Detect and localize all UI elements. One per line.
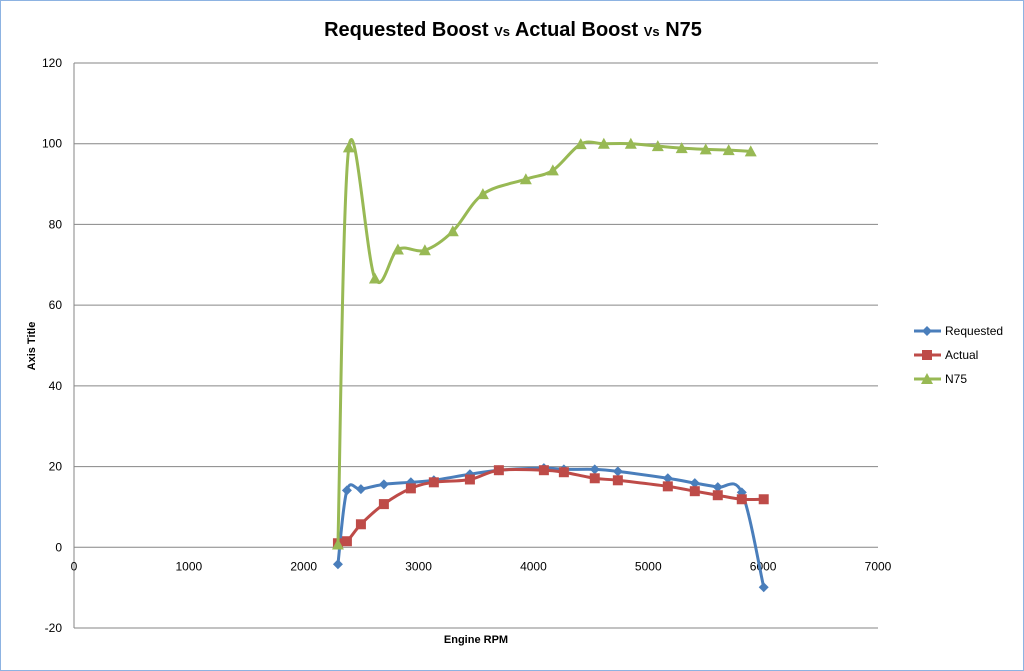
data-point-requested xyxy=(341,485,352,496)
data-point-actual xyxy=(464,474,475,485)
chart-title: Requested Boost Vs Actual Boost Vs N75 xyxy=(1,19,1023,42)
data-point-requested xyxy=(589,464,600,475)
data-point-requested xyxy=(378,479,389,490)
data-point-actual xyxy=(428,477,439,488)
data-point-requested xyxy=(758,582,769,593)
y-tick-label: 100 xyxy=(42,137,62,151)
data-point-n75 xyxy=(446,225,459,237)
title-part: N75 xyxy=(665,19,702,41)
data-point-n75 xyxy=(624,137,637,149)
x-tick-label: 1000 xyxy=(176,559,203,573)
x-axis-title: Engine RPM xyxy=(444,634,508,646)
data-point-requested xyxy=(712,482,723,493)
data-point-n75 xyxy=(722,144,735,156)
data-point-requested xyxy=(355,484,366,495)
y-tick-label: -20 xyxy=(45,621,63,635)
data-point-actual xyxy=(736,494,747,505)
title-part: Requested Boost xyxy=(324,19,489,41)
legend-label: N75 xyxy=(945,372,967,386)
series-line-requested xyxy=(336,466,766,588)
data-point-n75 xyxy=(675,142,688,154)
data-point-n75 xyxy=(519,173,532,185)
y-axis-title: Axis Title xyxy=(26,322,38,371)
data-point-actual xyxy=(355,519,366,530)
x-tick-label: 6000 xyxy=(750,559,777,573)
data-point-actual xyxy=(712,490,723,501)
data-point-n75 xyxy=(391,243,404,255)
data-point-n75 xyxy=(476,188,489,200)
series-line-actual xyxy=(337,467,764,545)
x-tick-label: 7000 xyxy=(865,559,892,573)
x-tick-label: 0 xyxy=(71,559,78,573)
data-point-actual xyxy=(378,499,389,510)
data-point-requested xyxy=(662,473,673,484)
data-point-n75 xyxy=(368,272,381,284)
y-tick-label: 120 xyxy=(42,56,62,70)
data-point-n75 xyxy=(744,145,757,157)
legend-label: Actual xyxy=(945,348,978,362)
x-tick-label: 2000 xyxy=(290,559,317,573)
data-point-n75 xyxy=(574,138,587,150)
data-point-n75 xyxy=(546,164,559,176)
data-point-n75 xyxy=(418,244,431,256)
legend-marker xyxy=(921,373,933,384)
data-point-n75 xyxy=(597,137,610,149)
legend-marker xyxy=(922,326,932,336)
data-point-n75 xyxy=(699,143,712,155)
data-point-actual xyxy=(758,494,769,505)
legend-marker xyxy=(922,350,932,360)
y-tick-label: 20 xyxy=(49,460,63,474)
title-part: Actual Boost xyxy=(514,19,639,41)
x-tick-label: 5000 xyxy=(635,559,662,573)
data-point-requested xyxy=(612,466,623,477)
data-point-requested xyxy=(689,478,700,489)
data-point-actual xyxy=(405,483,416,494)
data-point-actual xyxy=(612,475,623,486)
y-tick-label: 0 xyxy=(55,540,62,554)
data-point-n75 xyxy=(331,538,344,550)
data-point-actual xyxy=(589,473,600,484)
data-point-requested xyxy=(332,559,343,570)
data-point-actual xyxy=(689,486,700,497)
legend-label: Requested xyxy=(945,324,1003,338)
data-point-actual xyxy=(558,467,569,478)
data-point-n75 xyxy=(342,141,355,153)
data-point-actual xyxy=(538,465,549,476)
y-tick-label: 40 xyxy=(49,379,63,393)
x-tick-label: 4000 xyxy=(520,559,547,573)
data-point-n75 xyxy=(651,140,664,152)
data-point-actual xyxy=(493,465,504,476)
y-tick-label: 60 xyxy=(49,298,63,312)
y-tick-label: 80 xyxy=(49,217,63,231)
title-part: Vs xyxy=(494,24,511,39)
data-point-actual xyxy=(341,536,352,547)
title-part: Vs xyxy=(643,24,660,39)
data-point-actual xyxy=(662,481,673,492)
x-tick-label: 3000 xyxy=(405,559,432,573)
